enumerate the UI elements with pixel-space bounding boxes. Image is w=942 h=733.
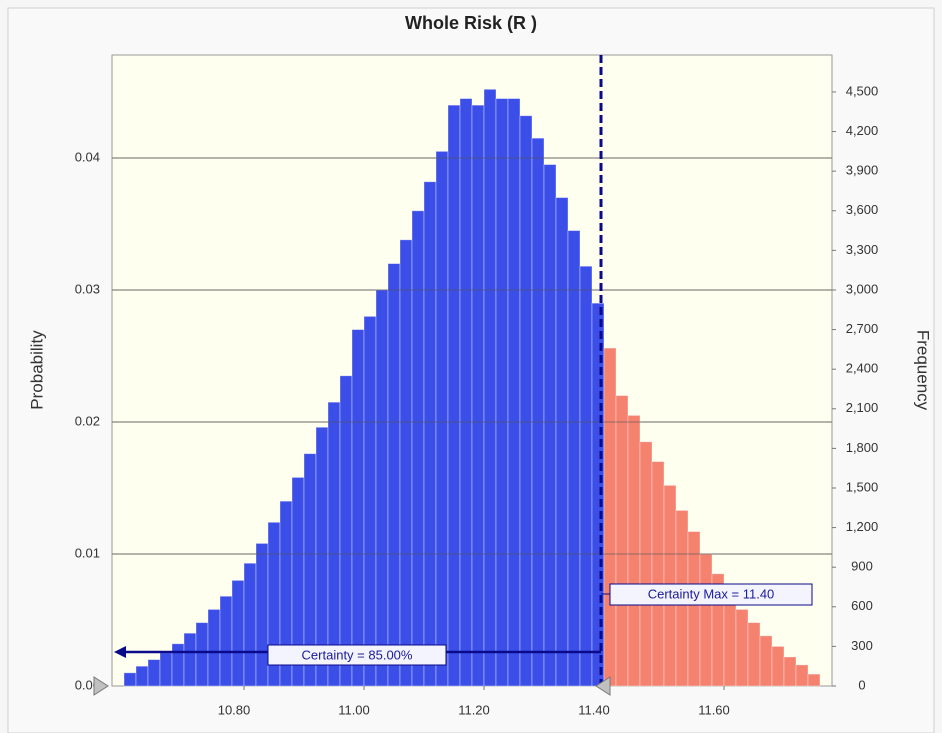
bar bbox=[388, 264, 400, 686]
y2-tick-label: 300 bbox=[851, 638, 873, 653]
y2-tick-label: 2,400 bbox=[846, 361, 879, 376]
bar bbox=[652, 462, 664, 686]
bar bbox=[232, 580, 244, 686]
x-tick-label: 11.40 bbox=[578, 702, 610, 717]
bar bbox=[616, 396, 628, 686]
bar bbox=[472, 105, 484, 686]
bar bbox=[400, 240, 412, 686]
bar bbox=[640, 442, 652, 686]
bar bbox=[376, 290, 388, 686]
y2-tick-label: 0 bbox=[858, 677, 865, 692]
y2-tick-label: 3,600 bbox=[846, 202, 879, 217]
bar bbox=[748, 623, 760, 686]
bar bbox=[760, 636, 772, 686]
bar bbox=[448, 105, 460, 686]
y2-tick-label: 3,000 bbox=[846, 281, 879, 296]
bar bbox=[736, 609, 748, 686]
bar bbox=[688, 532, 700, 686]
y2-tick-label: 2,100 bbox=[846, 400, 879, 415]
bar bbox=[796, 665, 808, 686]
bar bbox=[604, 348, 616, 686]
bar bbox=[556, 198, 568, 686]
bar bbox=[256, 543, 268, 686]
bar bbox=[700, 554, 712, 686]
bar bbox=[220, 596, 232, 686]
y2-tick-label: 1,200 bbox=[846, 519, 879, 534]
chart-title: Whole Risk (R ) bbox=[405, 13, 537, 33]
bar bbox=[364, 316, 376, 686]
annotation: Certainty = 85.00% bbox=[302, 647, 413, 662]
y-tick-label: 0.02 bbox=[75, 413, 100, 428]
y2-tick-label: 4,500 bbox=[846, 83, 879, 98]
bar bbox=[352, 330, 364, 686]
bar bbox=[544, 165, 556, 686]
bar bbox=[580, 266, 592, 686]
y-axis-label: Probability bbox=[27, 330, 46, 410]
bar bbox=[160, 653, 172, 686]
bar bbox=[244, 563, 256, 686]
annotation: Certainty Max = 11.40 bbox=[648, 586, 775, 601]
y2-axis-label: Frequency bbox=[914, 330, 933, 411]
bar bbox=[784, 657, 796, 686]
x-tick-label: 10.80 bbox=[218, 702, 251, 717]
bar bbox=[148, 660, 160, 686]
bar bbox=[196, 623, 208, 686]
x-tick-label: 11.60 bbox=[698, 702, 730, 717]
bar bbox=[172, 644, 184, 686]
y2-tick-label: 900 bbox=[851, 559, 873, 574]
bar bbox=[208, 609, 220, 686]
bar bbox=[520, 116, 532, 686]
bar bbox=[136, 666, 148, 686]
bar bbox=[412, 211, 424, 686]
y2-tick-label: 600 bbox=[851, 598, 873, 613]
bar bbox=[424, 182, 436, 686]
y2-tick-label: 2,700 bbox=[846, 321, 879, 336]
bar bbox=[772, 646, 784, 686]
y2-tick-label: 1,800 bbox=[846, 440, 879, 455]
y-tick-label: 0.01 bbox=[75, 545, 100, 560]
bar bbox=[508, 99, 520, 686]
bar bbox=[496, 99, 508, 686]
bar bbox=[628, 415, 640, 686]
bar bbox=[184, 633, 196, 686]
y2-tick-label: 3,300 bbox=[846, 242, 879, 257]
bar bbox=[124, 673, 136, 686]
bar bbox=[328, 402, 340, 686]
bar bbox=[484, 89, 496, 686]
x-tick-label: 11.00 bbox=[338, 702, 370, 717]
y2-tick-label: 1,500 bbox=[846, 479, 879, 494]
y-tick-label: 0.03 bbox=[75, 281, 100, 296]
y2-tick-label: 4,200 bbox=[846, 123, 879, 138]
y2-tick-label: 3,900 bbox=[846, 163, 879, 178]
bar bbox=[532, 138, 544, 686]
chart: Whole Risk (R ) Probability Frequency 0.… bbox=[0, 0, 942, 733]
bar bbox=[568, 231, 580, 686]
x-tick-label: 11.20 bbox=[458, 702, 490, 717]
bar bbox=[436, 151, 448, 686]
bar bbox=[808, 674, 820, 686]
y-tick-label: 0.04 bbox=[75, 149, 100, 164]
bar bbox=[460, 99, 472, 686]
